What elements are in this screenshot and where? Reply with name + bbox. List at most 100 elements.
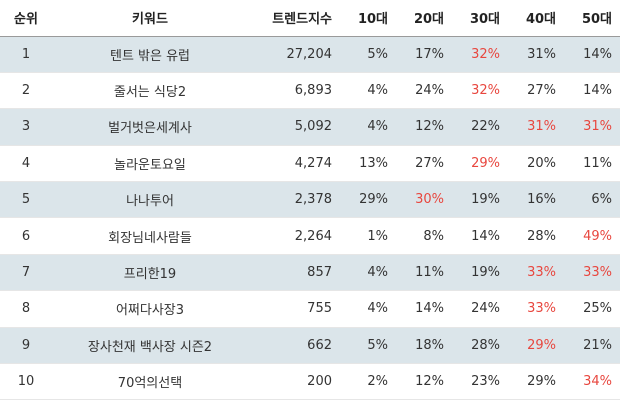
age-40s-cell: 29%: [508, 363, 564, 400]
keyword-cell: 텐트 밖은 유럽: [52, 36, 248, 73]
keyword-cell: 어쩌다사장3: [52, 290, 248, 328]
age-50s-cell: 25%: [564, 290, 620, 328]
table-header: 순위 키워드 트렌드지수 10대 20대 30대 40대 50대: [0, 0, 620, 37]
rank-cell: 3: [0, 108, 52, 146]
keyword-cell: 벌거벗은세계사: [52, 108, 248, 146]
header-age-10s: 10대: [340, 0, 396, 37]
table-row: 9 장사천재 백사장 시즌2 662 5% 18% 28% 29% 21%: [0, 327, 620, 365]
rank-cell: 6: [0, 217, 52, 255]
age-10s-cell: 4%: [340, 290, 396, 328]
age-30s-cell: 29%: [452, 145, 508, 183]
keyword-cell: 줄서는 식당2: [52, 72, 248, 110]
table-row: 6 회장님네사람들 2,264 1% 8% 14% 28% 49%: [0, 217, 620, 255]
header-age-50s: 50대: [564, 0, 620, 37]
age-20s-cell: 24%: [396, 72, 452, 110]
age-50s-cell: 34%: [564, 363, 620, 400]
age-40s-cell: 33%: [508, 254, 564, 292]
keyword-cell: 프리한19: [52, 254, 248, 292]
header-rank: 순위: [0, 0, 52, 37]
keyword-cell: 놀라운토요일: [52, 145, 248, 183]
age-10s-cell: 1%: [340, 217, 396, 255]
header-row: 순위 키워드 트렌드지수 10대 20대 30대 40대 50대: [0, 0, 620, 37]
age-10s-cell: 13%: [340, 145, 396, 183]
age-20s-cell: 12%: [396, 363, 452, 400]
age-30s-cell: 23%: [452, 363, 508, 400]
keyword-cell: 나나투어: [52, 181, 248, 219]
age-50s-cell: 49%: [564, 217, 620, 255]
age-20s-cell: 8%: [396, 217, 452, 255]
table-row: 8 어쩌다사장3 755 4% 14% 24% 33% 25%: [0, 290, 620, 328]
age-30s-cell: 32%: [452, 36, 508, 73]
age-40s-cell: 31%: [508, 108, 564, 146]
trend-index-cell: 5,092: [248, 108, 340, 146]
age-40s-cell: 28%: [508, 217, 564, 255]
keyword-cell: 회장님네사람들: [52, 217, 248, 255]
table-row: 3 벌거벗은세계사 5,092 4% 12% 22% 31% 31%: [0, 108, 620, 146]
table-row: 4 놀라운토요일 4,274 13% 27% 29% 20% 11%: [0, 145, 620, 183]
age-10s-cell: 5%: [340, 36, 396, 73]
age-30s-cell: 32%: [452, 72, 508, 110]
age-40s-cell: 20%: [508, 145, 564, 183]
age-10s-cell: 4%: [340, 108, 396, 146]
age-20s-cell: 18%: [396, 327, 452, 365]
rank-cell: 4: [0, 145, 52, 183]
header-age-30s: 30대: [452, 0, 508, 37]
age-50s-cell: 14%: [564, 36, 620, 73]
rank-cell: 5: [0, 181, 52, 219]
age-40s-cell: 16%: [508, 181, 564, 219]
trend-index-cell: 755: [248, 290, 340, 328]
rank-cell: 10: [0, 363, 52, 400]
keyword-cell: 장사천재 백사장 시즌2: [52, 327, 248, 365]
age-10s-cell: 29%: [340, 181, 396, 219]
trend-index-cell: 2,264: [248, 217, 340, 255]
age-40s-cell: 27%: [508, 72, 564, 110]
age-30s-cell: 19%: [452, 254, 508, 292]
rank-cell: 1: [0, 36, 52, 73]
age-10s-cell: 5%: [340, 327, 396, 365]
rank-cell: 2: [0, 72, 52, 110]
rank-cell: 9: [0, 327, 52, 365]
age-40s-cell: 31%: [508, 36, 564, 73]
age-40s-cell: 29%: [508, 327, 564, 365]
header-trend-index: 트렌드지수: [248, 0, 340, 37]
age-10s-cell: 2%: [340, 363, 396, 400]
age-30s-cell: 28%: [452, 327, 508, 365]
age-30s-cell: 14%: [452, 217, 508, 255]
age-50s-cell: 33%: [564, 254, 620, 292]
age-40s-cell: 33%: [508, 290, 564, 328]
trend-index-cell: 200: [248, 363, 340, 400]
rank-cell: 7: [0, 254, 52, 292]
age-20s-cell: 12%: [396, 108, 452, 146]
trend-index-cell: 662: [248, 327, 340, 365]
age-20s-cell: 27%: [396, 145, 452, 183]
table-row: 2 줄서는 식당2 6,893 4% 24% 32% 27% 14%: [0, 72, 620, 110]
table-row: 1 텐트 밖은 유럽 27,204 5% 17% 32% 31% 14%: [0, 36, 620, 73]
age-50s-cell: 11%: [564, 145, 620, 183]
age-30s-cell: 22%: [452, 108, 508, 146]
trend-index-cell: 4,274: [248, 145, 340, 183]
age-20s-cell: 11%: [396, 254, 452, 292]
age-20s-cell: 30%: [396, 181, 452, 219]
rank-cell: 8: [0, 290, 52, 328]
age-30s-cell: 19%: [452, 181, 508, 219]
age-30s-cell: 24%: [452, 290, 508, 328]
table-row: 7 프리한19 857 4% 11% 19% 33% 33%: [0, 254, 620, 292]
table-body: 1 텐트 밖은 유럽 27,204 5% 17% 32% 31% 14% 2 줄서는 식당2 6,8…: [0, 36, 620, 400]
age-10s-cell: 4%: [340, 72, 396, 110]
age-50s-cell: 31%: [564, 108, 620, 146]
keyword-cell: 70억의선택: [52, 363, 248, 400]
trend-index-cell: 27,204: [248, 36, 340, 73]
header-age-20s: 20대: [396, 0, 452, 37]
age-50s-cell: 21%: [564, 327, 620, 365]
age-10s-cell: 4%: [340, 254, 396, 292]
age-50s-cell: 14%: [564, 72, 620, 110]
age-20s-cell: 14%: [396, 290, 452, 328]
table-row: 10 70억의선택 200 2% 12% 23% 29% 34%: [0, 363, 620, 400]
header-age-40s: 40대: [508, 0, 564, 37]
age-20s-cell: 17%: [396, 36, 452, 73]
header-keyword: 키워드: [52, 0, 248, 37]
age-50s-cell: 6%: [564, 181, 620, 219]
trend-index-cell: 6,893: [248, 72, 340, 110]
trend-index-cell: 857: [248, 254, 340, 292]
